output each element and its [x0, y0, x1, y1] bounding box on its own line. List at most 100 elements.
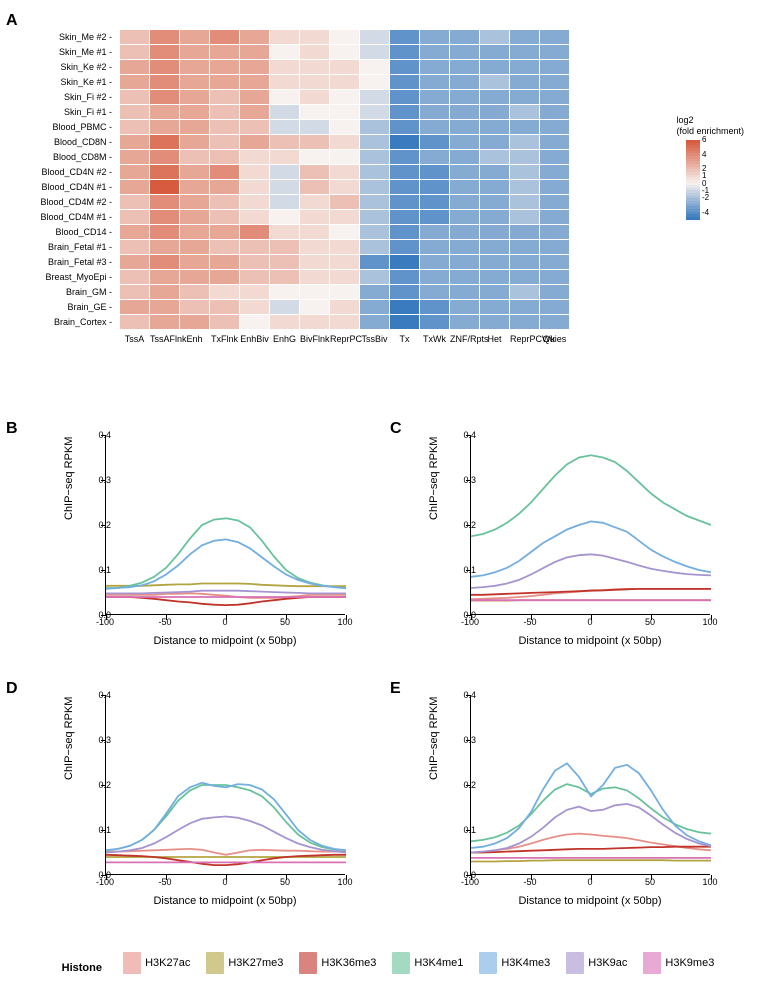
heatmap-cell — [240, 285, 269, 299]
heatmap-cell — [180, 105, 209, 119]
heatmap-cell — [390, 240, 419, 254]
heatmap-cell — [330, 60, 359, 74]
heatmap-cell — [150, 120, 179, 134]
heatmap-cell — [480, 150, 509, 164]
heatmap-cell — [330, 120, 359, 134]
heatmap-cell — [510, 135, 539, 149]
heatmap-cell — [360, 150, 389, 164]
heatmap-cell — [540, 150, 569, 164]
heatmap-cell — [210, 90, 239, 104]
heatmap-cell — [390, 255, 419, 269]
heatmap-cell — [120, 315, 149, 329]
heatmap-cell — [270, 60, 299, 74]
y-axis-label: ChIP−seq RPKM — [63, 437, 75, 520]
panel-label-c: C — [390, 420, 402, 438]
heatmap-cell — [360, 285, 389, 299]
legend-item: H3K27ac — [123, 955, 190, 971]
panel-b: 0.00.10.20.30.4-100-50050100ChIP−seq RPK… — [55, 430, 355, 650]
heatmap-cell — [540, 75, 569, 89]
heatmap-cell — [540, 30, 569, 44]
heatmap-cell — [540, 180, 569, 194]
heatmap-cell — [210, 270, 239, 284]
panel-label-e: E — [390, 680, 401, 698]
heatmap-cell — [300, 30, 329, 44]
heatmap-col-label: Quies — [540, 334, 569, 344]
heatmap-cell — [450, 225, 479, 239]
heatmap-cell — [150, 90, 179, 104]
legend-item: H3K36me3 — [299, 955, 376, 971]
y-tick-label: 0.3 — [81, 476, 111, 485]
heatmap-cell — [240, 165, 269, 179]
x-axis-label: Distance to midpoint (x 50bp) — [470, 635, 710, 647]
heatmap-cell — [240, 180, 269, 194]
y-tick-label: 0.2 — [446, 521, 476, 530]
x-axis-label: Distance to midpoint (x 50bp) — [470, 895, 710, 907]
heatmap-cell — [180, 240, 209, 254]
y-tick-label: 0.1 — [446, 566, 476, 575]
line-svg — [471, 695, 711, 875]
heatmap-row-label: Skin_Ke #1 — [0, 75, 112, 89]
heatmap-cell — [150, 210, 179, 224]
heatmap-cell — [540, 45, 569, 59]
heatmap-cell — [510, 180, 539, 194]
heatmap-cell — [450, 255, 479, 269]
y-tick-label: 0.3 — [446, 736, 476, 745]
heatmap-legend-tick: 4 — [702, 151, 706, 159]
heatmap-cell — [540, 270, 569, 284]
legend-label: H3K27ac — [145, 957, 190, 969]
heatmap-cell — [300, 120, 329, 134]
heatmap-cell — [540, 315, 569, 329]
series-H3K9ac — [471, 554, 711, 588]
heatmap-cell — [330, 90, 359, 104]
legend-label: H3K36me3 — [321, 957, 376, 969]
heatmap-col-label: ReprPC — [330, 334, 359, 344]
heatmap-cell — [510, 120, 539, 134]
heatmap-cell — [300, 135, 329, 149]
heatmap-cell — [120, 60, 149, 74]
heatmap-cell — [390, 210, 419, 224]
x-tick-label: -50 — [515, 878, 545, 887]
heatmap-cell — [330, 75, 359, 89]
heatmap-cell — [420, 195, 449, 209]
heatmap-cell — [270, 315, 299, 329]
heatmap-cell — [360, 60, 389, 74]
heatmap-cell — [330, 135, 359, 149]
legend-item: H3K4me3 — [479, 955, 550, 971]
heatmap-cell — [330, 240, 359, 254]
heatmap-cell — [300, 75, 329, 89]
heatmap-cell — [540, 240, 569, 254]
heatmap-cell — [300, 195, 329, 209]
heatmap-cell — [360, 30, 389, 44]
heatmap-cell — [480, 90, 509, 104]
heatmap-cell — [480, 120, 509, 134]
heatmap-row-label: Brain_Fetal #1 — [0, 240, 112, 254]
heatmap-cell — [330, 210, 359, 224]
heatmap-cell — [270, 105, 299, 119]
heatmap-cell — [540, 120, 569, 134]
heatmap-cell — [150, 300, 179, 314]
heatmap-cell — [120, 135, 149, 149]
line-svg — [471, 435, 711, 615]
heatmap-cell — [150, 45, 179, 59]
heatmap-cell — [120, 195, 149, 209]
heatmap-cell — [510, 75, 539, 89]
heatmap-cell — [390, 225, 419, 239]
heatmap-cell — [210, 195, 239, 209]
heatmap-cell — [510, 165, 539, 179]
heatmap-cell — [270, 75, 299, 89]
x-tick-label: 0 — [575, 878, 605, 887]
heatmap-cell — [450, 300, 479, 314]
heatmap-cell — [360, 225, 389, 239]
heatmap-cell — [270, 165, 299, 179]
y-tick-label: 0.3 — [81, 736, 111, 745]
heatmap-row-label: Blood_CD4N #2 — [0, 165, 112, 179]
heatmap-cell — [510, 105, 539, 119]
heatmap-cell — [300, 240, 329, 254]
heatmap-row-label: Skin_Fi #2 — [0, 90, 112, 104]
heatmap-cell — [300, 180, 329, 194]
heatmap-cell — [510, 45, 539, 59]
heatmap-cell — [180, 90, 209, 104]
heatmap-cell — [510, 225, 539, 239]
heatmap-row-label: Skin_Me #1 — [0, 45, 112, 59]
heatmap-cell — [120, 75, 149, 89]
